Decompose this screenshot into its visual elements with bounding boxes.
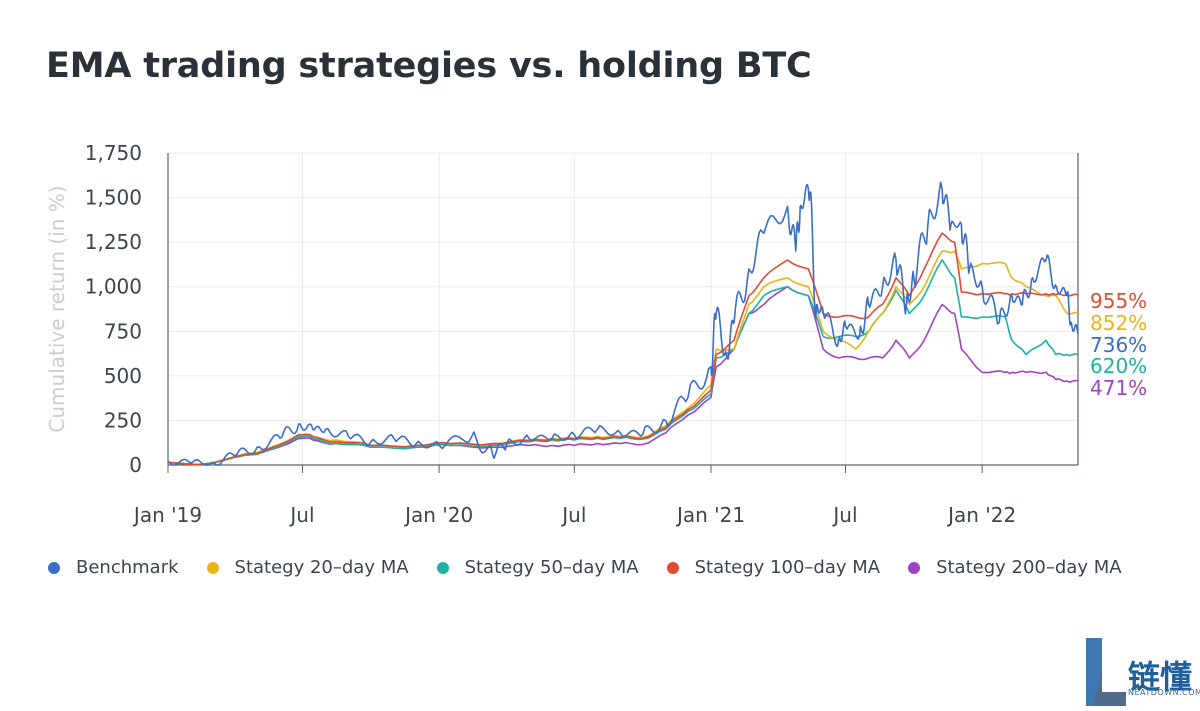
end-labels: 736%852% 620% 955% 471% [1090, 289, 1147, 400]
legend-dot-icon [436, 561, 449, 574]
x-axis: Jan '19 Jul Jan '20 Jul Jan '21 Jul Jan '22 [132, 464, 1078, 527]
end-label: 852% [1090, 311, 1147, 335]
legend-dot-icon [48, 561, 60, 574]
logo [1086, 638, 1198, 708]
y-tick-label: 1,750 [85, 141, 142, 165]
series-line-0 [167, 181, 1079, 466]
logo-text: 链懂 [1128, 658, 1193, 696]
chart-title: EMA trading strategies vs. holding BTC [46, 46, 812, 86]
grid-lines [167, 152, 1078, 466]
x-tick-label: Jul [288, 503, 314, 527]
y-axis-label: Cumulative return (in %) [45, 185, 69, 432]
y-tick-label: 1,000 [85, 275, 142, 299]
y-tick-label: 0 [129, 453, 142, 477]
x-tick-label: Jul [560, 503, 586, 527]
end-label: 471% [1090, 376, 1147, 400]
y-tick-label: 250 [104, 408, 142, 432]
series-line-2 [167, 259, 1079, 466]
y-axis: 0 250 500 750 1,000 1,250 1,500 1,750 [85, 141, 1079, 477]
logo-l-icon [1086, 638, 1126, 706]
legend-label: Stategy 200–day MA [936, 557, 1122, 578]
legend-dot-icon [666, 561, 679, 574]
logo-subtext: NEATDOWN.COM [1128, 688, 1200, 697]
x-tick-label: Jan '20 [403, 503, 473, 527]
legend-label: Benchmark [76, 557, 179, 578]
legend-dot-icon [908, 561, 921, 574]
legend-item[interactable]: Stategy 100–day MA [666, 557, 881, 578]
legend-item[interactable]: Stategy 50–day MA [436, 557, 639, 578]
y-tick-label: 750 [104, 319, 142, 343]
end-label: 736% [1090, 333, 1147, 357]
legend-item[interactable]: Stategy 200–day MA [908, 557, 1122, 578]
x-tick-label: Jan '22 [946, 503, 1016, 527]
end-label: 955% [1090, 289, 1147, 313]
x-tick-label: Jul [831, 503, 857, 527]
legend-label: Stategy 20–day MA [234, 557, 409, 578]
y-tick-label: 1,250 [85, 230, 142, 254]
legend: Benchmark Stategy 20–day MA Stategy 50–day… [48, 557, 1150, 578]
legend-item[interactable]: Stategy 20–day MA [206, 557, 409, 578]
x-tick-label: Jan '21 [675, 503, 745, 527]
y-tick-label: 1,500 [85, 186, 142, 210]
y-tick-label: 500 [104, 364, 142, 388]
legend-label: Stategy 50–day MA [464, 557, 639, 578]
end-label: 620% [1090, 354, 1147, 378]
series-group [167, 181, 1079, 466]
legend-dot-icon [206, 561, 219, 574]
x-tick-label: Jan '19 [132, 503, 202, 527]
legend-item[interactable]: Benchmark [48, 557, 179, 578]
series-line-1 [167, 250, 1079, 466]
legend-label: Stategy 100–day MA [694, 557, 881, 578]
